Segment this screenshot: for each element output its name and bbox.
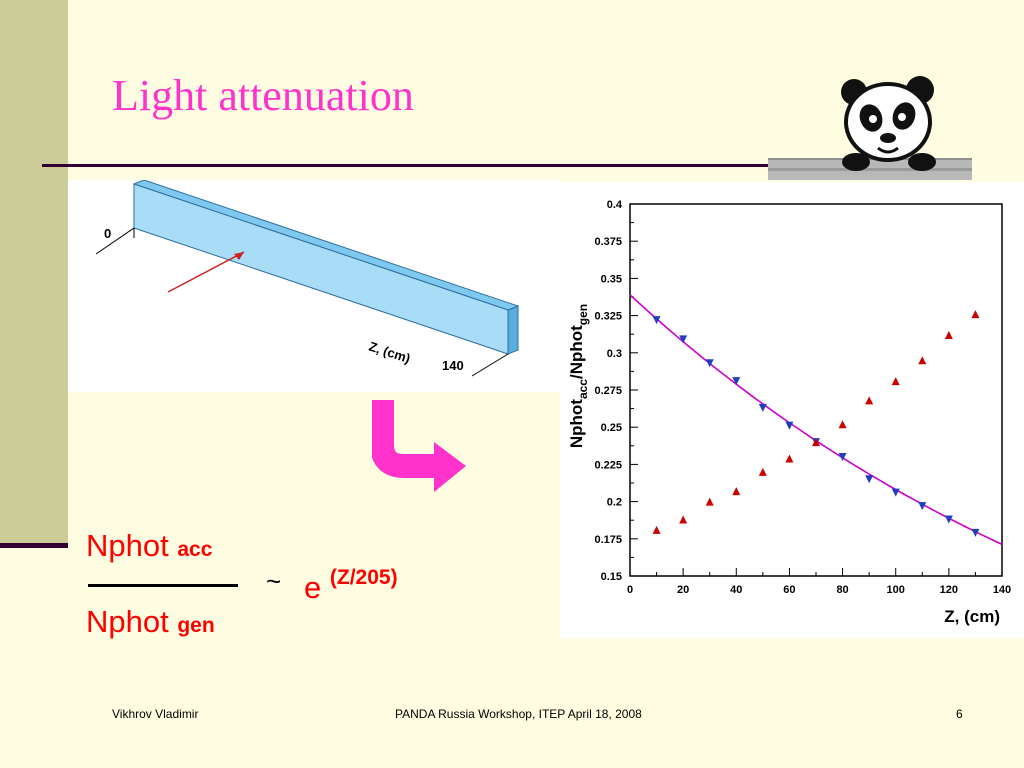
- chart-panel: 0.15 0.175 0.2 0.225 0.25 0.275 0.3 0.325 0.35 0.…: [560, 182, 1024, 638]
- point-up-marker: [705, 497, 714, 506]
- data-points: [652, 310, 980, 537]
- point-acc-marker: [838, 452, 847, 461]
- numerator-sub: acc: [177, 538, 213, 561]
- y-title-main: Nphot: [567, 399, 586, 448]
- scint-axis-label: Z, (cm): [367, 339, 412, 366]
- denominator-base: Nphot: [86, 604, 169, 639]
- point-acc-marker: [785, 421, 794, 430]
- scintillator-diagram: 0 Z, (cm) 140: [95, 180, 520, 377]
- y-axis-title: Nphotacc/Nphotgen: [567, 304, 590, 448]
- formula-exponential: e (Z/205): [304, 566, 398, 606]
- numerator-base: Nphot: [86, 528, 169, 563]
- point-acc-marker: [679, 335, 688, 344]
- y-tick-label: 0.4: [607, 199, 623, 211]
- flow-arrow-icon: [372, 400, 466, 492]
- x-tick-label: 100: [887, 584, 905, 596]
- y-tick-label: 0.225: [594, 459, 622, 471]
- point-acc-marker: [705, 359, 714, 368]
- y-tick-label: 0.35: [601, 273, 622, 285]
- formula-denominator: Nphot gen: [86, 604, 215, 640]
- point-acc-marker: [918, 502, 927, 511]
- x-tick-label: 80: [836, 584, 848, 596]
- y-tick-label: 0.325: [594, 311, 622, 323]
- y-title-sub2: gen: [576, 304, 590, 325]
- point-up-marker: [785, 454, 794, 463]
- point-up-marker: [838, 420, 847, 429]
- attenuation-formula: Nphot acc Nphot gen ~ e (Z/205): [86, 528, 466, 658]
- scintillator-panel: 0 Z, (cm) 140: [68, 180, 560, 392]
- scint-label-end: 140: [442, 358, 464, 373]
- y-tick-label: 0.375: [594, 236, 622, 248]
- x-tick-label: 40: [730, 584, 742, 596]
- y-title-sub1: acc: [576, 379, 590, 399]
- sidebar-strip: [0, 0, 68, 543]
- point-up-marker: [732, 487, 741, 496]
- exp-power: (Z/205): [329, 566, 398, 589]
- footer-event: PANDA Russia Workshop, ITEP April 18, 20…: [395, 707, 642, 721]
- fraction-line: [88, 584, 238, 587]
- point-acc-marker: [944, 515, 953, 524]
- point-up-marker: [758, 467, 767, 476]
- formula-tilde: ~: [266, 566, 282, 596]
- plot-frame: [629, 203, 1003, 577]
- point-acc-marker: [758, 403, 767, 412]
- point-up-marker: [918, 356, 927, 365]
- x-tick-label: 120: [940, 584, 958, 596]
- y-tick-label: 0.275: [594, 385, 622, 397]
- panda-icon: [841, 76, 936, 171]
- y-tick-label: 0.25: [601, 422, 622, 434]
- point-up-marker: [971, 310, 980, 319]
- denominator-sub: gen: [177, 614, 215, 637]
- x-axis-title: Z, (cm): [944, 607, 1000, 626]
- y-tick-label: 0.3: [607, 348, 622, 360]
- point-up-marker: [891, 377, 900, 386]
- x-tick-label: 20: [677, 584, 689, 596]
- y-axis-ticks: 0.15 0.175 0.2 0.225 0.25 0.275 0.3 0.325 0.35 0.…: [594, 199, 638, 583]
- x-tick-label: 140: [993, 584, 1011, 596]
- y-tick-label: 0.2: [607, 497, 622, 509]
- exp-base: e: [304, 570, 322, 605]
- slide-title: Light attenuation: [112, 71, 414, 120]
- attenuation-chart: 0.15 0.175 0.2 0.225 0.25 0.275 0.3 0.325 0.35 0.…: [567, 199, 1011, 626]
- footer-author: Vikhrov Vladimir: [112, 707, 199, 721]
- point-up-marker: [944, 330, 953, 339]
- fit-line: [629, 294, 1003, 546]
- title-rule: [42, 164, 972, 167]
- point-acc-marker: [652, 316, 661, 325]
- y-tick-label: 0.175: [594, 534, 622, 546]
- formula-numerator: Nphot acc: [86, 528, 212, 564]
- point-up-marker: [679, 515, 688, 524]
- point-acc-marker: [865, 475, 874, 484]
- y-title-mid: /Nphot: [567, 325, 586, 379]
- x-axis-ticks: 0 20 40 60 80 100 120 140: [627, 568, 1011, 596]
- x-tick-label: 0: [627, 584, 633, 596]
- point-up-marker: [812, 438, 820, 447]
- point-up-marker: [865, 396, 874, 405]
- point-acc-marker: [891, 488, 900, 497]
- fit-curve: [629, 294, 1003, 546]
- sidebar-rule: [0, 543, 68, 548]
- y-tick-label: 0.15: [601, 571, 622, 583]
- point-up-marker: [652, 525, 661, 534]
- footer-page-number: 6: [956, 707, 963, 721]
- scint-label-zero: 0: [104, 226, 111, 241]
- point-acc-marker: [732, 377, 741, 386]
- point-acc-marker: [971, 528, 980, 537]
- x-tick-label: 60: [783, 584, 795, 596]
